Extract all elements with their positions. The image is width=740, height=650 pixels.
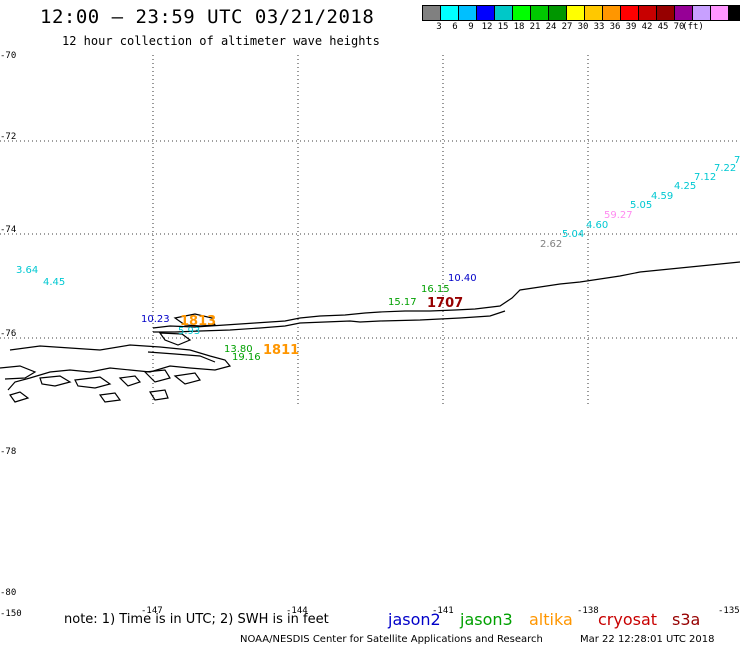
wave-height-label: 16.15	[421, 284, 450, 295]
color-scale-label: 6	[452, 22, 458, 32]
island-4	[39, 375, 72, 387]
wave-height-label: 5.05	[630, 200, 653, 211]
legend-item-s3a: s3a	[672, 610, 701, 629]
color-scale-label: 30	[577, 22, 589, 32]
longitude-label: -147	[141, 606, 163, 616]
footer-note: note: 1) Time is in UTC; 2) SWH is in fe…	[64, 612, 329, 627]
wave-height-label: 4.60	[586, 220, 609, 231]
wave-height-label: 2.62	[540, 239, 563, 250]
generated-timestamp: Mar 22 12:28:01 UTC 2018	[580, 634, 715, 645]
lon-gridlines	[152, 55, 589, 405]
island-9	[9, 391, 30, 403]
coastline	[0, 261, 740, 403]
legend-item-cryosat: cryosat	[598, 610, 658, 629]
color-scale-label: 42	[641, 22, 653, 32]
color-scale-label: 27	[561, 22, 573, 32]
color-scale-label: 70	[673, 22, 685, 32]
color-scale-label: 33	[593, 22, 605, 32]
legend-item-altika: altika	[529, 610, 573, 629]
color-scale-label: 3	[436, 22, 442, 32]
color-scale-label: 36	[609, 22, 621, 32]
wave-height-label: 1811	[263, 343, 300, 358]
island-10	[98, 392, 122, 403]
island-7	[143, 369, 171, 383]
longitude-label: -150	[0, 609, 22, 619]
wave-height-label: 3.64	[16, 265, 39, 276]
lat-gridlines	[0, 140, 740, 339]
wave-height-label: 13.80	[224, 344, 253, 355]
map-subtitle: 12 hour collection of altimeter wave hei…	[62, 34, 380, 48]
latitude-label: -76	[0, 329, 17, 339]
wave-height-label: 1707	[427, 296, 464, 311]
wave-height-label: 4.59	[651, 191, 674, 202]
color-scale-label: 18	[513, 22, 525, 32]
color-scale-label: 12	[481, 22, 493, 32]
ice-shelf-edge	[152, 261, 740, 329]
color-scale-label: (ft)	[682, 22, 704, 32]
color-swatch-17	[728, 5, 740, 21]
longitude-label: -144	[286, 606, 308, 616]
latitude-label: -70	[0, 51, 17, 61]
latitude-label: -78	[0, 447, 17, 457]
wave-height-label: 59.27	[604, 210, 633, 221]
island-8	[173, 372, 201, 385]
color-scale-bar	[422, 5, 740, 21]
coast-shelf-2	[153, 310, 506, 333]
longitude-label: -141	[432, 606, 454, 616]
coast-lower-2	[147, 351, 216, 363]
latitude-label: -72	[0, 132, 17, 142]
wave-height-label: 7.22	[714, 163, 737, 174]
wave-height-label: 4.45	[43, 277, 66, 288]
latitude-label: -74	[0, 225, 17, 235]
island-2	[158, 332, 192, 346]
island-1	[173, 313, 216, 327]
wave-height-label: 10.40	[448, 273, 477, 284]
island-6	[118, 375, 142, 387]
latitude-label: -80	[0, 588, 17, 598]
wave-height-label: 5.93	[178, 326, 201, 337]
island-11	[148, 389, 169, 401]
longitude-label: -138	[577, 606, 599, 616]
color-scale-label: 21	[529, 22, 541, 32]
map-title: 12:00 – 23:59 UTC 03/21/2018	[40, 6, 375, 28]
wave-height-label: 1813	[180, 314, 217, 329]
color-scale-label: 15	[497, 22, 509, 32]
wave-height-label: 10.23	[141, 314, 170, 325]
legend-item-jason2: jason2	[388, 610, 441, 629]
longitude-label: -135	[718, 606, 740, 616]
wave-height-label: 5.04	[562, 229, 585, 240]
wave-height-label: 19.16	[232, 352, 261, 363]
wave-height-label: 7.12	[694, 172, 717, 183]
legend-item-jason3: jason3	[460, 610, 513, 629]
wave-height-label: 15.17	[388, 297, 417, 308]
island-3	[0, 365, 37, 380]
island-5	[74, 376, 112, 389]
wave-height-label: 4.25	[674, 181, 697, 192]
color-scale-label: 24	[545, 22, 557, 32]
credit-line: NOAA/NESDIS Center for Satellite Applica…	[240, 634, 543, 645]
color-scale-label: 9	[468, 22, 474, 32]
color-scale-label: 39	[625, 22, 637, 32]
coast-lower	[7, 344, 232, 391]
wave-height-label: 7	[734, 155, 740, 166]
color-scale-label: 45	[657, 22, 669, 32]
